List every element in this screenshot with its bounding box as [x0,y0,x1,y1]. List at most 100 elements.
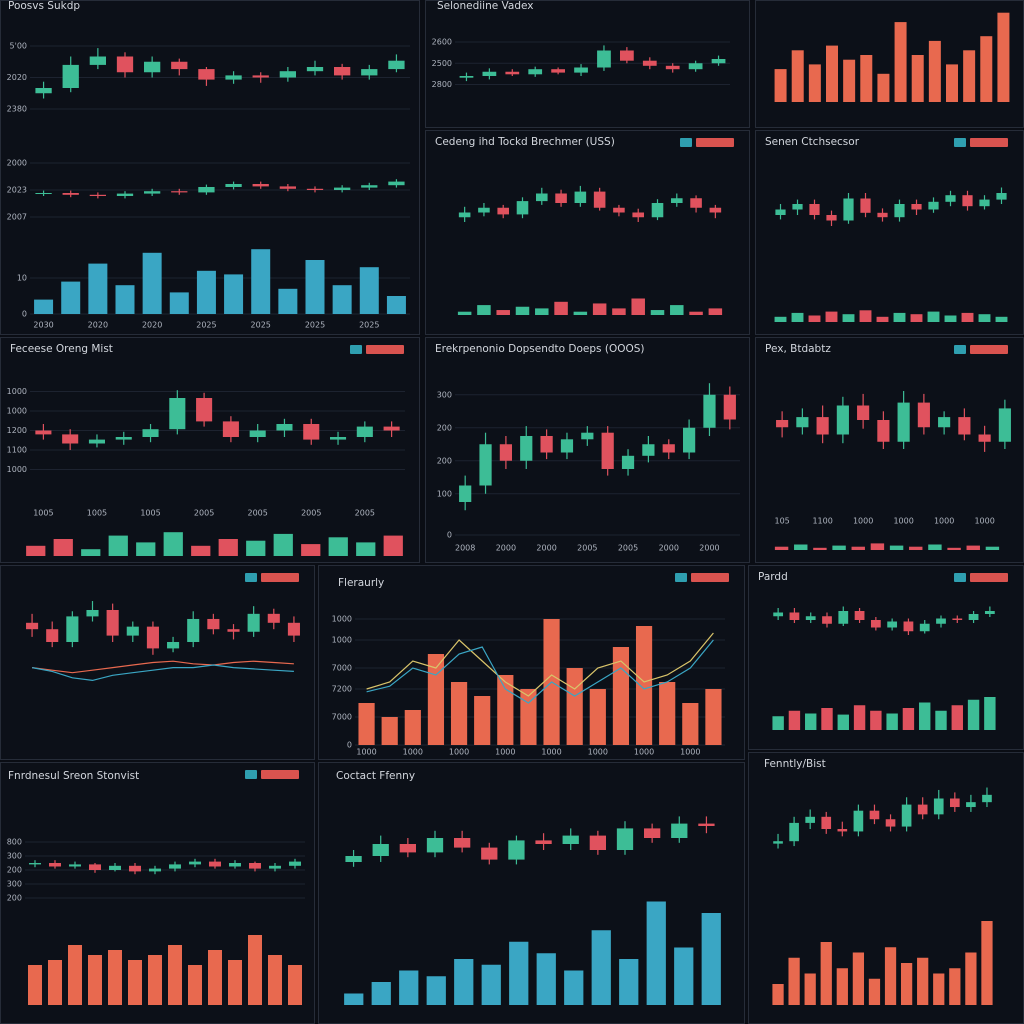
volume-bar [886,713,898,730]
bar [705,689,722,745]
bar [774,69,787,102]
candle-body [894,204,905,218]
bar [332,285,352,314]
volume-bar [967,699,980,730]
bar [659,682,676,745]
candle-body [426,838,444,853]
volume-bar [168,945,182,1005]
volume-bar [68,945,82,1005]
volume-bar [893,312,906,322]
candle-body [671,198,683,203]
candle-body [621,455,635,469]
candle-body [89,194,106,196]
panel-title: Coctact Ffenny [336,770,415,782]
bar [278,288,298,314]
y-tick-label: 5'00 [10,42,27,51]
bar [358,703,375,745]
volume-bar [944,315,957,322]
volume-bar [26,545,46,556]
volume-bar [919,702,931,730]
y-tick-label: 300 [7,852,22,861]
volume-bar [81,549,101,556]
x-tick-label: 1000 [893,517,913,526]
volume-bar [646,901,666,1005]
candle-body [198,69,215,80]
y-tick-label: 1100 [7,446,27,455]
volume-bar [248,935,262,1005]
volume-bar [344,993,364,1005]
candle-body [62,434,79,444]
candle-body [996,193,1007,200]
y-tick-label: 0 [22,310,27,319]
legend-button [970,573,1008,582]
volume-bar [148,955,162,1005]
y-tick-label: 10 [17,274,27,283]
bar [520,689,537,745]
candle-body [789,612,800,620]
candle-body [952,618,963,620]
candle-body [651,203,664,218]
candle-body [966,802,976,808]
candle-body [35,430,52,435]
line [366,632,714,697]
candle-body [334,67,351,76]
candle-body [66,616,79,642]
candle-body [853,810,864,832]
volume-bar [288,965,302,1005]
bar [61,281,81,314]
y-tick-label: 2800 [432,80,452,89]
volume-bar [191,545,211,556]
candle-body [196,398,213,422]
line [366,639,714,704]
volume-bar [48,960,62,1005]
bar [359,267,379,314]
candle-body [287,622,300,636]
candle-body [723,394,736,420]
candle-body [950,798,960,808]
candle-body [688,63,703,70]
legend-button [245,573,257,582]
legend-button [970,345,1008,354]
volume-bar [870,543,885,550]
x-tick-label: 2005 [618,544,638,553]
bar [305,260,325,314]
y-tick-label: 1000 [332,615,352,624]
candle-body [805,616,816,620]
candle-body [574,67,588,73]
volume-bar [947,547,961,550]
candle-body [945,195,956,202]
bar [997,12,1010,103]
candle-body [562,835,579,844]
x-tick-label: 1000 [495,748,515,757]
candle-body [505,71,520,75]
volume-bar [949,968,961,1005]
volume-bar [108,535,128,556]
candle-body [478,207,490,213]
volume-bar [852,952,865,1005]
candle-body [581,432,594,440]
candle-body [789,822,799,842]
volume-bar [701,913,721,1005]
candle-body [249,863,261,869]
volume-bar [591,930,611,1005]
volume-bar [454,959,474,1005]
y-tick-label: 100 [437,489,452,498]
candle-body [540,436,553,453]
bar [381,717,398,745]
volume-bar [356,542,376,556]
bar [826,45,838,102]
y-tick-label: 2000 [7,159,27,168]
candle-body [289,861,301,866]
candle-body [508,840,525,860]
candle-body [860,198,871,213]
volume-bar [820,942,832,1005]
candle-body [46,629,59,642]
volume-bar [909,546,923,550]
candle-body [279,71,296,78]
x-tick-label: 105 [774,517,789,526]
volume-bar [889,545,904,550]
candle-body [632,212,644,218]
candle-body [252,75,269,78]
candle-body [361,69,378,76]
candle-body [225,184,242,187]
